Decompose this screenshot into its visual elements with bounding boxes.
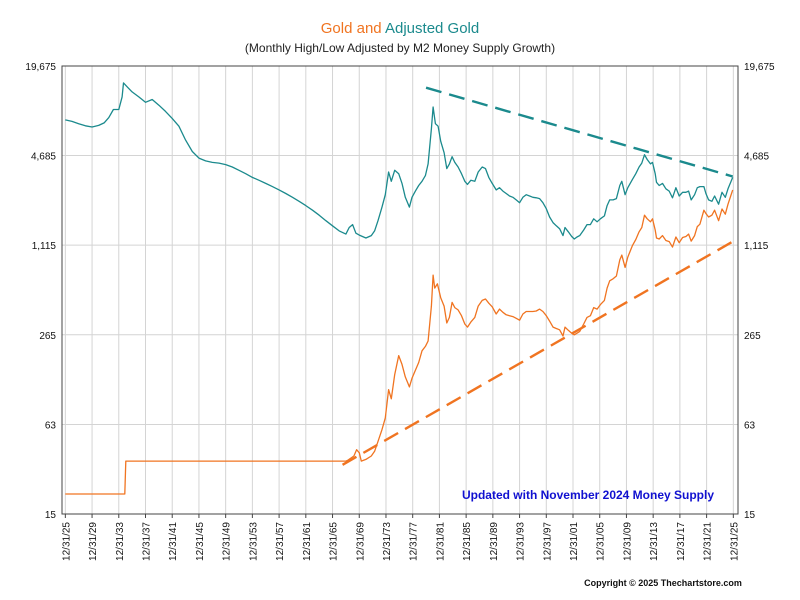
- x-tick-label: 12/31/97: [542, 522, 553, 561]
- y-tick-label-left: 15: [45, 510, 57, 521]
- y-tick-label-left: 265: [39, 331, 56, 342]
- x-tick-label: 12/31/05: [596, 522, 607, 561]
- y-tick-label-left: 19,675: [25, 62, 56, 73]
- x-tick-label: 12/31/17: [676, 522, 687, 561]
- x-tick-label: 12/31/81: [435, 522, 446, 561]
- x-tick-label: 12/31/37: [141, 522, 152, 561]
- title-adjusted-gold: Adjusted Gold: [385, 20, 480, 37]
- x-tick-label: 12/31/45: [195, 522, 206, 561]
- x-tick-label: 12/31/25: [729, 522, 740, 561]
- plot-area: [62, 66, 738, 514]
- y-tick-label-right: 4,685: [744, 152, 769, 163]
- x-tick-label: 12/31/77: [409, 522, 420, 561]
- x-tick-label: 12/31/29: [88, 522, 99, 561]
- y-tick-label-left: 1,115: [32, 241, 57, 252]
- x-tick-label: 12/31/85: [462, 522, 473, 561]
- x-tick-label: 12/31/89: [489, 522, 500, 561]
- x-tick-label: 12/31/93: [516, 522, 527, 561]
- x-tick-label: 12/31/65: [329, 522, 340, 561]
- x-tick-label: 12/31/57: [275, 522, 286, 561]
- x-tick-label: 12/31/53: [248, 522, 259, 561]
- x-tick-label: 12/31/41: [168, 522, 179, 561]
- y-tick-label-right: 1,115: [744, 241, 769, 252]
- chart-subtitle: (Monthly High/Low Adjusted by M2 Money S…: [244, 41, 556, 55]
- y-tick-label-right: 265: [744, 331, 761, 342]
- y-axis-right: 15 63 265 1,115 4,685 19,675: [744, 62, 775, 521]
- title-gold: Gold: [320, 20, 353, 37]
- trendlines: [341, 86, 734, 466]
- adjusted-gold-resistance-trendline: [425, 86, 734, 178]
- x-tick-label: 12/31/09: [622, 522, 633, 561]
- x-tick-label: 12/31/25: [61, 522, 72, 561]
- y-axis-left: 15 63 265 1,115 4,685 19,675: [25, 62, 56, 521]
- x-tick-label: 12/31/49: [222, 522, 233, 561]
- x-tick-label: 12/31/69: [355, 522, 366, 561]
- title-and: and: [352, 20, 385, 37]
- adjusted-gold-line: [65, 82, 734, 240]
- update-annotation: Updated with November 2024 Money Supply: [462, 488, 714, 502]
- x-axis: 12/31/25 12/31/29 12/31/33 12/31/37 12/31/41…: [61, 514, 740, 561]
- chart-title: Gold and Adjusted Gold: [0, 20, 800, 37]
- x-tick-label: 12/31/33: [115, 522, 126, 561]
- x-tick-label: 12/31/61: [302, 522, 313, 561]
- plot-border: [61, 65, 739, 515]
- gold-support-trendline: [341, 240, 734, 466]
- y-tick-label-left: 63: [45, 420, 57, 431]
- y-tick-label-left: 4,685: [31, 152, 56, 163]
- copyright-text: Copyright © 2025 Thechartstore.com: [584, 578, 742, 588]
- y-tick-label-right: 15: [744, 510, 756, 521]
- y-tick-label-right: 63: [744, 420, 756, 431]
- x-tick-label: 12/31/01: [569, 522, 580, 561]
- y-tick-label-right: 19,675: [744, 62, 775, 73]
- x-tick-label: 12/31/21: [703, 522, 714, 561]
- x-tick-label: 12/31/13: [649, 522, 660, 561]
- x-tick-label: 12/31/73: [382, 522, 393, 561]
- series-lines: [65, 82, 734, 495]
- gold-line: [65, 189, 734, 495]
